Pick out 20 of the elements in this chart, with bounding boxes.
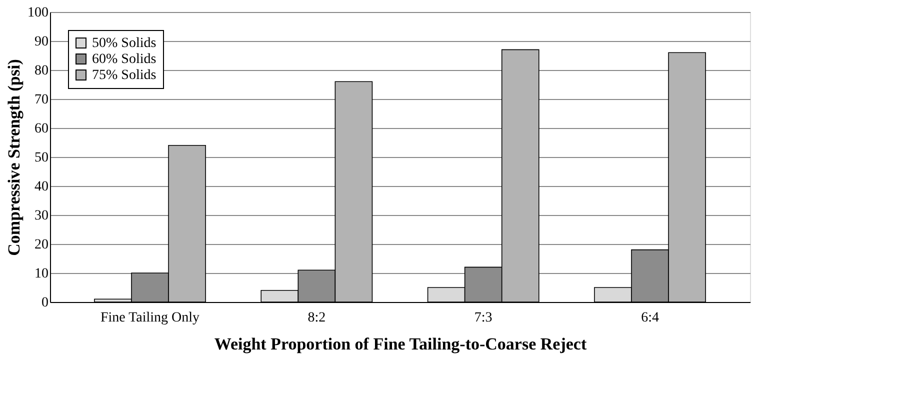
y-tick-label: 30 (34, 208, 48, 224)
y-tick-label: 20 (34, 238, 48, 252)
y-tick-label: 10 (34, 266, 48, 282)
x-tick-label: Fine Tailing Only (100, 310, 200, 326)
y-axis-title: Compressive Strength (psi) (4, 59, 24, 256)
x-tick-label: 6:4 (641, 310, 659, 326)
legend-label: 60% Solids (92, 52, 156, 67)
y-tick-label: 50 (34, 150, 48, 166)
legend-label: 75% Solids (92, 68, 156, 83)
legend-label: 50% Solids (92, 36, 156, 51)
y-tick-label: 70 (34, 92, 48, 108)
y-tick-label: 60 (34, 122, 48, 136)
y-tick-label: 0 (42, 296, 48, 310)
y-tick-label: 100 (28, 6, 48, 20)
y-tick-label: 90 (34, 34, 48, 50)
x-axis-title: Weight Proportion of Fine Tailing-to-Coarse Reject (214, 334, 587, 354)
y-tick-label: 40 (34, 180, 48, 194)
x-tick-label: 8:2 (308, 310, 326, 326)
x-tick-label: 7:3 (474, 310, 492, 326)
y-tick-label: 80 (34, 64, 48, 78)
